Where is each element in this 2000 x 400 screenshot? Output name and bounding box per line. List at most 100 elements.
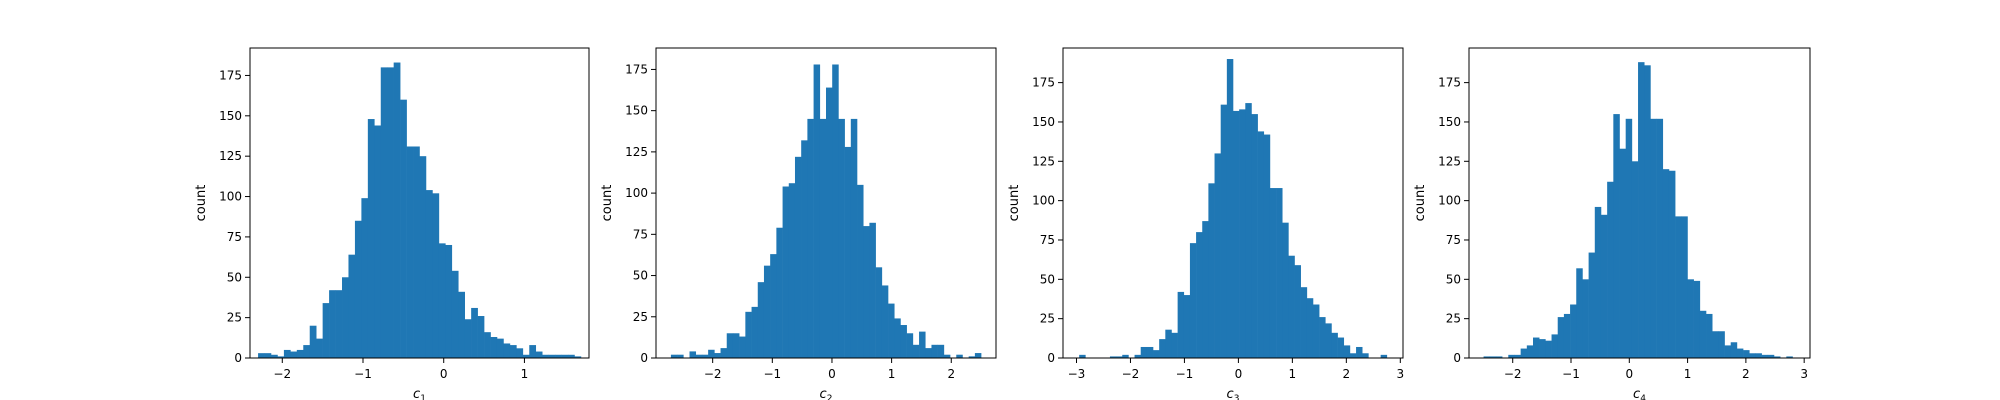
x-tick-label: 3 bbox=[1800, 367, 1808, 381]
histogram-bar bbox=[770, 254, 777, 358]
y-tick-label: 50 bbox=[227, 270, 242, 284]
histogram-bar bbox=[937, 344, 945, 358]
histogram-bar bbox=[1699, 310, 1707, 358]
x-tick-label: 2 bbox=[947, 367, 955, 381]
histogram-bar bbox=[1312, 304, 1320, 358]
histogram-bar bbox=[1662, 169, 1670, 358]
y-tick-label: 150 bbox=[625, 104, 648, 118]
histogram-bars bbox=[1483, 62, 1793, 358]
histogram-bar bbox=[393, 62, 401, 358]
y-axis-label: count bbox=[1007, 185, 1022, 222]
histogram-bar bbox=[763, 265, 771, 358]
histogram-bars bbox=[1079, 59, 1388, 359]
axes-frame bbox=[1062, 47, 1404, 359]
histogram-bar bbox=[931, 344, 938, 358]
x-tick-label: −2 bbox=[273, 367, 291, 381]
histogram-panel-3: −3 −2 −1 0 1 2 3 0 25 50 75 100 125 150 175 c3 count bbox=[1007, 47, 1404, 400]
y-tick-label: 0 bbox=[234, 351, 242, 365]
y-tick-label: 100 bbox=[1032, 194, 1055, 208]
histogram-bar bbox=[529, 345, 537, 358]
histogram-bar bbox=[568, 354, 575, 358]
histogram-bar bbox=[316, 338, 323, 359]
histogram-bar bbox=[1668, 170, 1676, 358]
histogram-bar bbox=[807, 118, 814, 359]
histogram-bar bbox=[1650, 118, 1657, 358]
histogram-bar bbox=[1638, 62, 1645, 358]
histogram-bar bbox=[425, 190, 433, 358]
histogram-bar bbox=[1526, 345, 1534, 358]
y-tick-label: 75 bbox=[1040, 233, 1055, 247]
histogram-bar bbox=[283, 349, 291, 358]
histogram-bar bbox=[1588, 252, 1596, 358]
histogram-bar bbox=[1495, 356, 1503, 358]
histogram-bar bbox=[919, 331, 926, 358]
x-tick-label: −2 bbox=[1122, 367, 1140, 381]
histogram-bar bbox=[1656, 118, 1664, 358]
histogram-bar bbox=[438, 243, 446, 358]
histogram-bar bbox=[380, 67, 388, 359]
x-axis-label: c1 bbox=[413, 387, 426, 400]
y-tick-label: 125 bbox=[1438, 154, 1461, 168]
histogram-bar bbox=[695, 354, 703, 358]
histogram-bar bbox=[413, 146, 420, 358]
histogram-bar bbox=[335, 290, 343, 358]
histogram-bar bbox=[925, 348, 932, 358]
histogram-bar bbox=[1276, 188, 1283, 358]
y-tick-label: 25 bbox=[1040, 312, 1055, 326]
y-tick-label: 125 bbox=[625, 145, 648, 159]
histogram-bar bbox=[1483, 356, 1491, 358]
y-axis-label: count bbox=[600, 185, 615, 222]
histogram-bar bbox=[361, 198, 369, 358]
histogram-bar bbox=[1724, 345, 1732, 358]
y-tick-label: 50 bbox=[1446, 272, 1461, 286]
histogram-bar bbox=[1122, 354, 1129, 358]
histogram-bar bbox=[1325, 323, 1332, 358]
histogram-bar bbox=[894, 318, 901, 358]
histogram-bar bbox=[1570, 304, 1577, 358]
histogram-bar bbox=[900, 325, 907, 358]
histogram-bar bbox=[1245, 103, 1252, 358]
histogram-bar bbox=[342, 277, 349, 358]
histogram-bar bbox=[1718, 331, 1725, 358]
histogram-bars bbox=[258, 62, 582, 359]
y-tick-label: 25 bbox=[227, 311, 242, 325]
y-tick-label: 100 bbox=[219, 190, 242, 204]
histogram-bar bbox=[1319, 317, 1326, 358]
histogram-bar bbox=[490, 337, 498, 358]
y-tick-label: 150 bbox=[219, 109, 242, 123]
histogram-bar bbox=[264, 353, 272, 358]
histogram-bar bbox=[1786, 356, 1793, 358]
y-tick-label: 25 bbox=[1446, 312, 1461, 326]
histogram-bar bbox=[708, 349, 715, 358]
x-axis-label: c3 bbox=[1227, 387, 1240, 400]
y-tick-label: 175 bbox=[625, 62, 648, 76]
histogram-bar bbox=[1282, 222, 1289, 358]
histogram-bar bbox=[1146, 346, 1154, 358]
histogram-bar bbox=[277, 356, 285, 358]
y-axis-label: count bbox=[1413, 185, 1428, 222]
histogram-bar bbox=[509, 345, 517, 358]
x-tick-label: 0 bbox=[1235, 367, 1243, 381]
histogram-bar bbox=[1196, 232, 1203, 358]
histogram-bar bbox=[1539, 339, 1546, 358]
histogram-bar bbox=[745, 311, 752, 358]
histogram-bar bbox=[516, 348, 524, 358]
histogram-bar bbox=[857, 184, 864, 358]
histogram-bar bbox=[1514, 354, 1521, 358]
histogram-bar bbox=[471, 307, 478, 358]
histogram-bar bbox=[1743, 350, 1750, 358]
histogram-bar bbox=[677, 354, 684, 358]
histogram-bar bbox=[739, 336, 746, 358]
y-tick-label: 0 bbox=[1453, 351, 1461, 365]
histogram-bar bbox=[1159, 339, 1166, 358]
histogram-bar bbox=[484, 332, 491, 358]
histogram-bar bbox=[863, 226, 870, 358]
histogram-bar bbox=[1644, 65, 1651, 358]
histogram-bar bbox=[354, 220, 362, 358]
histogram-bar bbox=[1294, 265, 1301, 358]
histogram-bar bbox=[912, 344, 920, 358]
x-tick-label: 1 bbox=[1289, 367, 1297, 381]
histogram-bar bbox=[813, 64, 821, 359]
histogram-bar bbox=[1226, 59, 1234, 359]
histogram-bar bbox=[387, 67, 394, 359]
